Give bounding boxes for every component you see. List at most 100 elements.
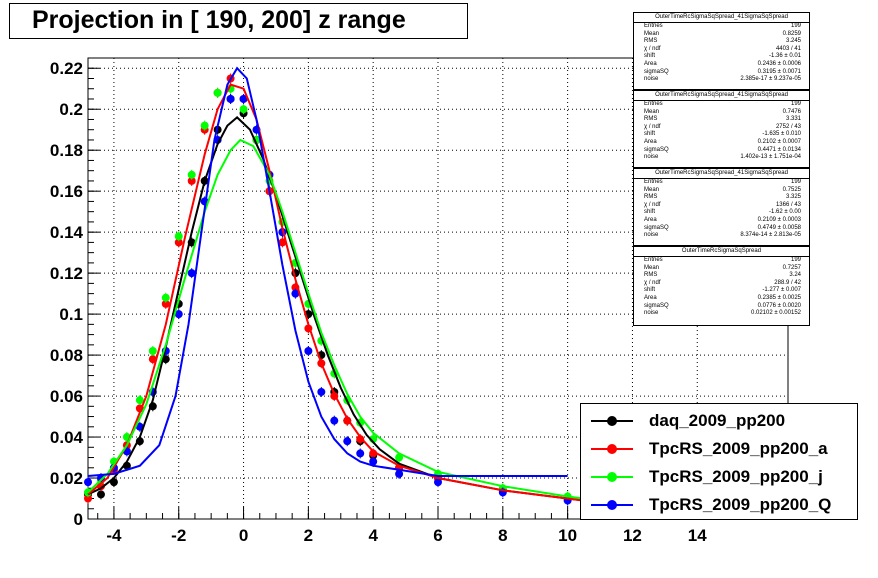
legend-label: TpcRS_2009_pp200_Q xyxy=(649,495,832,514)
stats-box-title: OuterTimeRcSigmaSqSpread_41SigmaSqSpread xyxy=(634,13,809,23)
x-tick-label: 6 xyxy=(433,526,442,545)
stat-row: Area 0.2436 ± 0.0006 xyxy=(634,61,809,69)
stat-row: Area 0.2102 ± 0.0007 xyxy=(634,139,809,147)
stat-row: χ / ndf 288.9 / 42 xyxy=(634,280,809,288)
stat-key: RMS xyxy=(644,194,658,201)
data-point-TpcRS_2009_pp200_j xyxy=(239,105,248,114)
data-point-TpcRS_2009_pp200_j xyxy=(187,170,196,179)
stat-key: Mean xyxy=(644,30,660,37)
legend-label: daq_2009_pp200 xyxy=(649,411,786,430)
data-point-TpcRS_2009_pp200_Q xyxy=(174,310,183,319)
stat-row: RMS 3.24 xyxy=(634,272,809,280)
stats-box-2: OuterTimeRcSigmaSqSpread_41SigmaSqSpread… xyxy=(633,90,810,168)
stat-value: 0.2385 ± 0.0025 xyxy=(757,294,801,301)
stat-row: Area 0.2109 ± 0.0003 xyxy=(634,217,809,225)
stat-value: 199 xyxy=(790,179,801,185)
stat-row: Entries 199 xyxy=(634,23,809,31)
stat-row: noise 0.02102 ± 0.00152 xyxy=(634,310,809,318)
stat-value: 4403 / 41 xyxy=(775,45,801,52)
stat-key: χ / ndf xyxy=(644,201,661,208)
data-point-TpcRS_2009_pp200_j xyxy=(200,121,209,130)
stat-row: χ / ndf 2752 / 43 xyxy=(634,124,809,132)
stat-row: Mean 0.7476 xyxy=(634,109,809,117)
stat-key: Entries xyxy=(644,179,663,185)
y-tick-label: 0.14 xyxy=(50,223,84,242)
stat-key: sigmaSQ xyxy=(644,302,669,309)
plot-title: Projection in [ 190, 200] z range xyxy=(32,6,406,34)
data-point-TpcRS_2009_pp200_Q xyxy=(291,289,300,298)
stats-box-1: OuterTimeRcSigmaSqSpread_41SigmaSqSpread… xyxy=(633,12,810,90)
stat-row: sigmaSQ 0.0776 ± 0.0020 xyxy=(634,303,809,311)
stat-row: Mean 0.7257 xyxy=(634,265,809,273)
stat-key: noise xyxy=(644,154,659,161)
y-tick-label: 0.16 xyxy=(50,182,83,201)
stat-value: 1366 / 43 xyxy=(775,201,801,208)
stat-key: shift xyxy=(644,287,656,294)
stat-value: 0.3195 ± 0.0071 xyxy=(757,68,801,75)
x-tick-label: -2 xyxy=(171,526,186,545)
stats-box-title: OuterTimeRcSigmaSqSpread_41SigmaSqSpread xyxy=(634,91,809,101)
y-tick-label: 0.1 xyxy=(59,305,83,324)
stat-key: noise xyxy=(644,232,659,239)
stat-row: noise 1.402e-13 ± 1.751e-04 xyxy=(634,154,809,162)
data-point-TpcRS_2009_pp200_Q xyxy=(330,416,339,425)
y-tick-label: 0.02 xyxy=(50,469,83,488)
stat-key: χ / ndf xyxy=(644,279,661,286)
stat-key: Mean xyxy=(644,264,660,271)
legend-marker-j xyxy=(607,472,617,482)
data-point-TpcRS_2009_pp200_j xyxy=(135,396,144,405)
stat-key: noise xyxy=(644,310,659,317)
legend: daq_2009_pp200 TpcRS_2009_pp200_a TpcRS_… xyxy=(580,403,858,520)
data-point-TpcRS_2009_pp200_Q xyxy=(395,469,404,478)
stat-row: shift -1.277 ± 0.007 xyxy=(634,287,809,295)
stat-value: -1.62 ± 0.00 xyxy=(769,209,801,216)
stat-row: χ / ndf 1366 / 43 xyxy=(634,202,809,210)
x-tick-label: -4 xyxy=(106,526,122,545)
stat-row: Entries 199 xyxy=(634,257,809,265)
legend-label: TpcRS_2009_pp200_a xyxy=(649,439,828,458)
data-point-TpcRS_2009_pp200_a xyxy=(84,494,92,503)
x-tick-label: 0 xyxy=(239,526,248,545)
y-tick-label: 0.22 xyxy=(50,59,83,78)
stat-value: 1.402e-13 ± 1.751e-04 xyxy=(740,154,801,161)
legend-marker-Q xyxy=(607,500,617,510)
stat-value: 0.7525 xyxy=(782,186,801,193)
stat-value: 199 xyxy=(790,257,801,263)
stat-value: 8.374e-14 ± 2.813e-05 xyxy=(740,232,801,239)
stat-row: Entries 199 xyxy=(634,179,809,187)
stat-value: 2.385e-17 ± 9.237e-05 xyxy=(740,76,801,83)
fit-curve-TpcRS_2009_pp200_a xyxy=(87,83,601,504)
stat-key: shift xyxy=(644,53,656,60)
stat-key: RMS xyxy=(644,38,658,45)
stat-key: RMS xyxy=(644,116,658,123)
stat-row: Entries 199 xyxy=(634,101,809,109)
y-tick-label: 0 xyxy=(74,510,83,529)
stat-value: 3.24 xyxy=(789,272,801,279)
x-tick-label: 4 xyxy=(368,526,378,545)
stats-box-title: OuterTimeRcSigmaSqSpread_41SigmaSqSpread xyxy=(634,169,809,179)
stat-value: -1.277 ± 0.007 xyxy=(762,287,801,294)
fit-curve-TpcRS_2009_pp200_j xyxy=(87,138,601,502)
stat-row: sigmaSQ 0.3195 ± 0.0071 xyxy=(634,69,809,77)
stat-key: χ / ndf xyxy=(644,45,661,52)
legend-label: TpcRS_2009_pp200_j xyxy=(649,467,823,486)
y-tick-label: 0.08 xyxy=(50,346,83,365)
stat-key: shift xyxy=(644,209,656,216)
stat-value: 0.2109 ± 0.0003 xyxy=(757,216,801,223)
stats-box-title: OuterTimeRcSigmaSqSpread xyxy=(634,247,809,257)
stat-key: shift xyxy=(644,131,656,138)
stat-value: 199 xyxy=(790,101,801,107)
stat-row: RMS 3.325 xyxy=(634,194,809,202)
stat-row: χ / ndf 4403 / 41 xyxy=(634,46,809,54)
stat-key: Entries xyxy=(644,101,663,107)
stat-value: 0.4471 ± 0.0134 xyxy=(757,146,801,153)
stat-key: Area xyxy=(644,216,657,223)
stat-key: Entries xyxy=(644,23,663,29)
stat-key: Entries xyxy=(644,257,663,263)
stat-row: shift -1.62 ± 0.00 xyxy=(634,209,809,217)
stat-row: RMS 3.331 xyxy=(634,116,809,124)
data-point-TpcRS_2009_pp200_Q xyxy=(317,387,326,396)
data-point-daq_2009_pp200 xyxy=(96,490,105,499)
data-point-TpcRS_2009_pp200_Q xyxy=(239,94,248,103)
data-point-TpcRS_2009_pp200_a xyxy=(187,176,196,185)
